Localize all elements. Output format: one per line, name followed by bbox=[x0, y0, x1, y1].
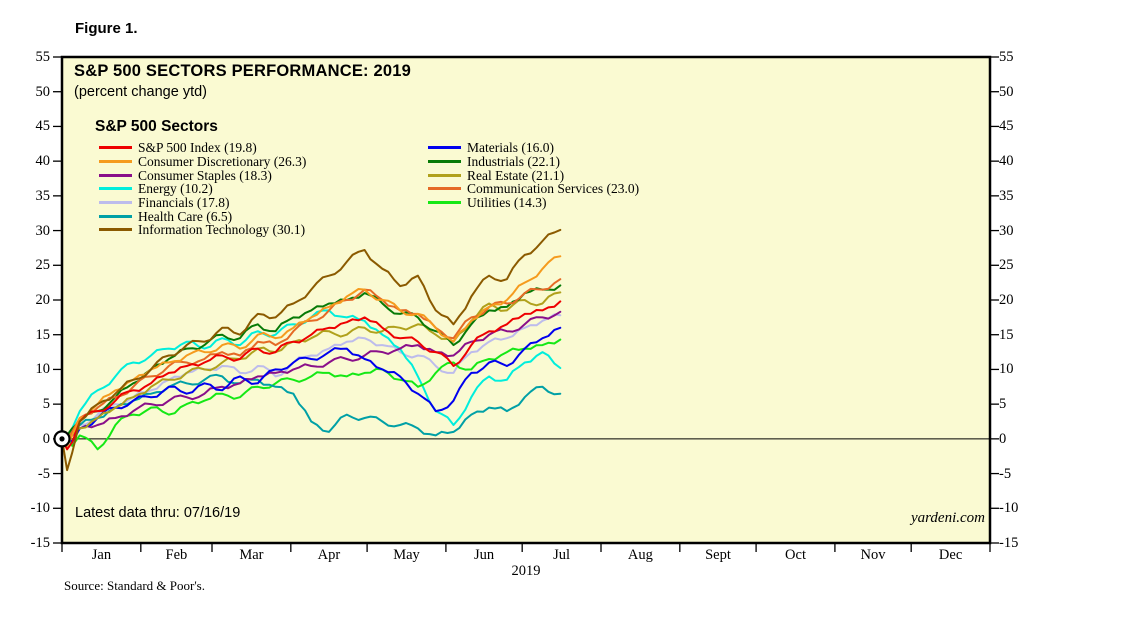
legend-label: Financials (17.8) bbox=[138, 195, 230, 211]
y-axis-label-left: 35 bbox=[35, 187, 51, 204]
month-label-jan: Jan bbox=[91, 547, 112, 563]
legend-swatch-communication-services bbox=[428, 187, 461, 191]
series-line-information-technology bbox=[61, 228, 562, 472]
month-label-apr: Apr bbox=[317, 547, 341, 563]
legend-swatch-utilities bbox=[428, 201, 461, 205]
month-label-mar: Mar bbox=[239, 547, 264, 563]
chart-title: S&P 500 SECTORS PERFORMANCE: 2019 bbox=[74, 62, 412, 80]
legend-item-industrials: Industrials (22.1) bbox=[428, 155, 639, 169]
latest-data-note: Latest data thru: 07/16/19 bbox=[75, 505, 241, 521]
source-note: Source: Standard & Poor's. bbox=[64, 578, 205, 593]
legend-label: Energy (10.2) bbox=[138, 181, 213, 197]
legend-item-health-care: Health Care (6.5) bbox=[99, 209, 306, 223]
series-line-consumer-staples bbox=[61, 310, 562, 444]
y-axis-label-left: 15 bbox=[35, 326, 51, 343]
legend-item-consumer-staples: Consumer Staples (18.3) bbox=[99, 168, 306, 182]
y-axis-label-right: -10 bbox=[999, 500, 1019, 517]
month-label-dec: Dec bbox=[938, 547, 963, 563]
y-axis-label-right: 55 bbox=[999, 49, 1014, 65]
month-label-aug: Aug bbox=[627, 547, 653, 563]
chart-subtitle: (percent change ytd) bbox=[74, 84, 207, 100]
legend-label: Information Technology (30.1) bbox=[138, 222, 306, 238]
y-axis-label-right: -5 bbox=[999, 465, 1012, 482]
legend-swatch-energy bbox=[99, 187, 132, 191]
y-axis-label-right: 0 bbox=[999, 430, 1007, 447]
y-axis-label-left: -5 bbox=[37, 465, 50, 482]
month-label-oct: Oct bbox=[785, 547, 806, 563]
legend-label: Real Estate (21.1) bbox=[467, 167, 565, 183]
series-line-consumer-discretionary bbox=[61, 255, 562, 447]
legend-title: S&P 500 Sectors bbox=[95, 118, 218, 135]
legend-swatch-materials bbox=[428, 146, 461, 150]
legend-item-utilities: Utilities (14.3) bbox=[428, 196, 639, 210]
y-axis-label-left: 10 bbox=[35, 361, 51, 378]
legend-item-information-technology: Information Technology (30.1) bbox=[99, 223, 306, 237]
y-axis-label-left: -15 bbox=[30, 535, 50, 551]
y-axis-label-right: 50 bbox=[999, 83, 1014, 100]
y-axis-label-right: -15 bbox=[999, 535, 1019, 551]
legend-column-2: Materials (16.0) Industrials (22.1) Real E… bbox=[428, 141, 639, 209]
legend-label: Consumer Staples (18.3) bbox=[138, 167, 272, 183]
legend-swatch-sp500-index bbox=[99, 146, 132, 150]
legend-label: Industrials (22.1) bbox=[467, 154, 560, 170]
legend-item-communication-services: Communication Services (23.0) bbox=[428, 182, 639, 196]
legend-column-1: S&P 500 Index (19.8) Consumer Discretiona… bbox=[99, 141, 306, 237]
series-line-real-estate bbox=[61, 291, 562, 440]
y-axis-label-left: 30 bbox=[35, 222, 51, 239]
y-axis-label-left: 20 bbox=[35, 292, 51, 308]
legend-swatch-real-estate bbox=[428, 173, 461, 177]
y-axis-label-right: 25 bbox=[999, 257, 1014, 274]
y-axis-label-left: 0 bbox=[42, 430, 50, 447]
legend-label: Health Care (6.5) bbox=[138, 208, 233, 224]
month-label-nov: Nov bbox=[860, 547, 886, 563]
y-axis-label-right: 35 bbox=[999, 187, 1014, 204]
y-axis-label-right: 45 bbox=[999, 118, 1014, 135]
y-axis-label-left: 50 bbox=[35, 83, 51, 100]
origin-marker-dot bbox=[59, 436, 65, 442]
legend-label: Consumer Discretionary (26.3) bbox=[138, 154, 307, 170]
y-axis-label-left: 5 bbox=[42, 396, 50, 413]
y-axis-label-right: 30 bbox=[999, 222, 1014, 239]
y-axis-label-left: 25 bbox=[35, 257, 51, 274]
y-axis-label-left: -10 bbox=[30, 500, 50, 517]
series-line-utilities bbox=[61, 338, 562, 451]
month-label-jul: Jul bbox=[553, 547, 571, 563]
legend-item-materials: Materials (16.0) bbox=[428, 141, 639, 155]
y-axis-label-right: 15 bbox=[999, 326, 1014, 343]
legend-item-sp500-index: S&P 500 Index (19.8) bbox=[99, 141, 306, 155]
legend-label: Communication Services (23.0) bbox=[467, 181, 640, 197]
month-label-may: May bbox=[393, 547, 420, 563]
series-line-sp500-index bbox=[61, 300, 562, 451]
watermark: yardeni.com bbox=[910, 510, 985, 526]
month-label-feb: Feb bbox=[165, 547, 188, 563]
legend-swatch-health-care bbox=[99, 214, 132, 218]
y-axis-label-right: 40 bbox=[999, 153, 1014, 170]
legend-label: Utilities (14.3) bbox=[467, 195, 547, 211]
legend-swatch-financials bbox=[99, 201, 132, 205]
legend-label: S&P 500 Index (19.8) bbox=[138, 140, 257, 156]
y-axis-label-left: 55 bbox=[35, 49, 51, 65]
month-label-sept: Sept bbox=[705, 547, 731, 563]
legend-item-real-estate: Real Estate (21.1) bbox=[428, 168, 639, 182]
legend-swatch-industrials bbox=[428, 160, 461, 164]
legend-item-energy: Energy (10.2) bbox=[99, 182, 306, 196]
legend-item-consumer-discretionary: Consumer Discretionary (26.3) bbox=[99, 155, 306, 169]
legend-label: Materials (16.0) bbox=[467, 140, 554, 156]
y-axis-label-left: 40 bbox=[35, 153, 51, 170]
series-line-health-care bbox=[61, 373, 562, 440]
series-line-materials bbox=[61, 326, 562, 444]
figure-label: Figure 1. bbox=[75, 20, 138, 37]
legend-swatch-information-technology bbox=[99, 228, 132, 232]
y-axis-label-left: 45 bbox=[35, 118, 51, 135]
legend-swatch-consumer-staples bbox=[99, 173, 132, 177]
y-axis-label-right: 5 bbox=[999, 396, 1007, 413]
month-label-jun: Jun bbox=[473, 547, 495, 563]
y-axis-label-right: 20 bbox=[999, 292, 1014, 308]
legend-item-financials: Financials (17.8) bbox=[99, 196, 306, 210]
x-axis-year-label: 2019 bbox=[511, 563, 541, 579]
legend-swatch-consumer-discretionary bbox=[99, 160, 132, 164]
y-axis-label-right: 10 bbox=[999, 361, 1014, 378]
